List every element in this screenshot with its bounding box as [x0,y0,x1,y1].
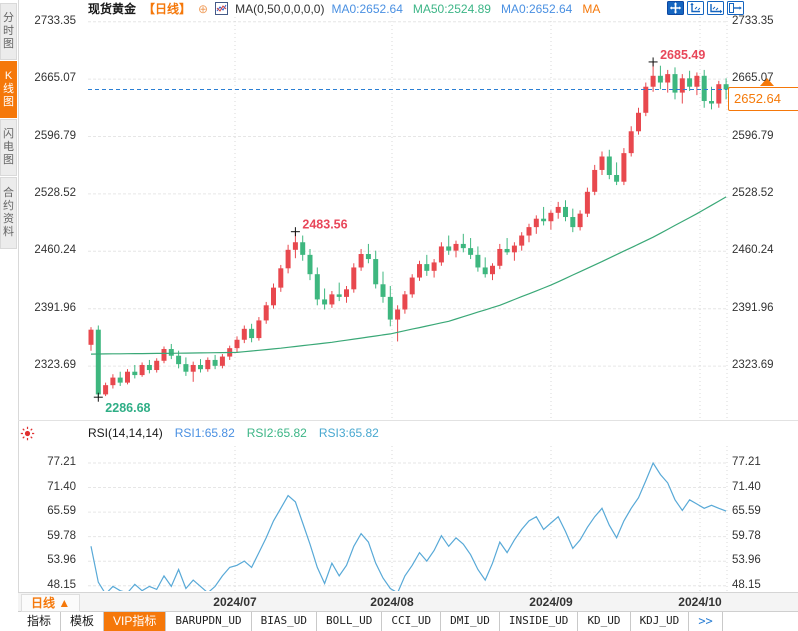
time-axis-label: 2024/08 [370,595,414,609]
rsi-axis-label-right: 77.21 [732,456,761,468]
more-tabs-button[interactable]: >> [689,612,723,631]
price-axis-label-right: 2596.79 [732,129,774,142]
rsi-line [90,461,727,591]
indicator-settings-icon[interactable] [20,426,35,441]
rsi-axis-label-right: 71.40 [732,480,761,493]
price-axis-label-left: 2460.24 [34,244,76,257]
price-annotation: 2685.49 [648,48,705,67]
indicator-tab[interactable]: CCI_UD [382,612,442,631]
time-axis-label: 2024/07 [213,595,257,609]
indicator-tab[interactable]: BOLL_UD [317,612,383,631]
y-axis-scale-icon[interactable] [687,1,704,15]
price-annotation: 2286.68 [93,392,151,415]
price-axis-label-right: 2460.24 [732,244,774,257]
svg-text:2286.68: 2286.68 [105,401,150,415]
rsi-axis-label-left: 48.15 [47,578,76,591]
indicator-tab[interactable]: 指标 [18,612,62,631]
sidebar-divider [18,0,19,631]
rsi-value: RSI3:65.82 [318,425,379,440]
sidebar-tab-candle-chart[interactable]: K线图 [0,61,17,118]
price-axis-label-right: 2665.07 [732,72,774,85]
rsi-indicator-header: RSI(14,14,14) RSI1:65.82 RSI2:65.82 RSI3:6… [88,425,379,440]
price-axis-label-left: 2323.69 [34,359,76,372]
indicator-tab[interactable]: KDJ_UD [631,612,690,631]
rsi-values: RSI1:65.82 RSI2:65.82 RSI3:65.82 [175,426,379,440]
indicator-tab[interactable]: DMI_UD [441,612,500,631]
rsi-axis-label-left: 77.21 [47,456,76,468]
indicator-tab[interactable]: KD_UD [578,612,631,631]
price-axis-label-left: 2733.35 [34,14,76,27]
price-axis-label-right: 2733.35 [732,14,774,27]
time-axis-row: 日线 ▲ 2024/07 2024/08 2024/09 2024/10 [18,592,798,612]
rsi-axis-label-right: 48.15 [732,578,761,591]
pan-icon[interactable] [667,1,684,15]
rsi-axis-label-left: 71.40 [47,480,76,493]
indicator-value: MA0:2652.64 [500,1,573,16]
indicator-tab[interactable]: INSIDE_UD [500,612,579,631]
indicator-tab[interactable]: VIP指标 [104,612,167,631]
indicator-label[interactable]: MA(0,50,0,0,0,0) [235,1,325,16]
price-axis-label-right: 2391.96 [732,301,774,314]
rsi-name[interactable]: RSI(14,14,14) [88,425,163,440]
current-price-tag: 2652.64 [728,87,798,111]
time-axis-label: 2024/09 [529,595,573,609]
add-indicator-icon[interactable]: ⊕ [198,1,209,16]
indicator-tab[interactable]: BARUPDN_UD [166,612,252,631]
indicator-values: MA0:2652.64 MA50:2524.89 MA0:2652.64 MA [331,2,600,16]
rsi-axis-label-left: 59.78 [47,529,76,542]
time-axis-label: 2024/10 [678,595,722,609]
rsi-value: RSI1:65.82 [174,425,235,440]
period-selector-button[interactable]: 日线 ▲ [21,594,81,612]
price-axis-label-left: 2665.07 [34,72,76,85]
rsi-axis-label-left: 53.96 [47,554,76,567]
rsi-axis-label-right: 59.78 [732,529,761,542]
indicator-tab[interactable]: 模板 [61,612,105,631]
panel-separator [18,420,798,421]
rsi-axis-label-right: 53.96 [732,554,761,567]
price-axis-label-right: 2528.52 [732,186,774,199]
rsi-axis-label-right: 65.59 [732,505,761,518]
indicator-value: MA0:2652.64 [331,1,403,16]
rsi-value: RSI2:65.82 [246,425,307,440]
price-axis-label-left: 2528.52 [34,186,76,199]
svg-text:2685.49: 2685.49 [660,48,705,62]
indicator-value: MA [582,1,601,16]
ma50-line [90,196,727,355]
svg-text:2483.56: 2483.56 [302,218,347,232]
price-annotation: 2483.56 [290,218,348,237]
sidebar-tab-time-chart[interactable]: 分时图 [0,3,17,60]
x-axis-scale-icon[interactable] [707,1,724,15]
candlestick-series [88,61,729,398]
price-axis-label-right: 2323.69 [732,359,774,372]
chart-header: 现货黄金 【日线】 ⊕ MA(0,50,0,0,0,0) MA0:2652.64… [88,0,600,17]
sidebar-tab-contract-info[interactable]: 合约资料 [0,177,17,249]
indicator-value: MA50:2524.89 [412,1,491,16]
price-axis-label-left: 2391.96 [34,301,76,314]
price-axis-label-left: 2596.79 [34,129,76,142]
rsi-axis-label-left: 65.59 [47,505,76,518]
symbol-name: 现货黄金 [88,2,137,16]
price-up-arrow-icon [760,78,774,86]
period-tag: 【日线】 [143,2,192,16]
chart-type-icon[interactable] [215,2,229,15]
indicator-tab[interactable]: BIAS_UD [252,612,317,631]
indicator-tabs-bar: 指标 模板 VIP指标 BARUPDN_UD BIAS_UD BOLL_UD CCI_UD D… [18,612,798,631]
panel-exit-icon[interactable] [727,1,744,15]
sidebar-tab-lightning-chart[interactable]: 闪电图 [0,119,17,176]
chart-toolbar [667,1,744,15]
